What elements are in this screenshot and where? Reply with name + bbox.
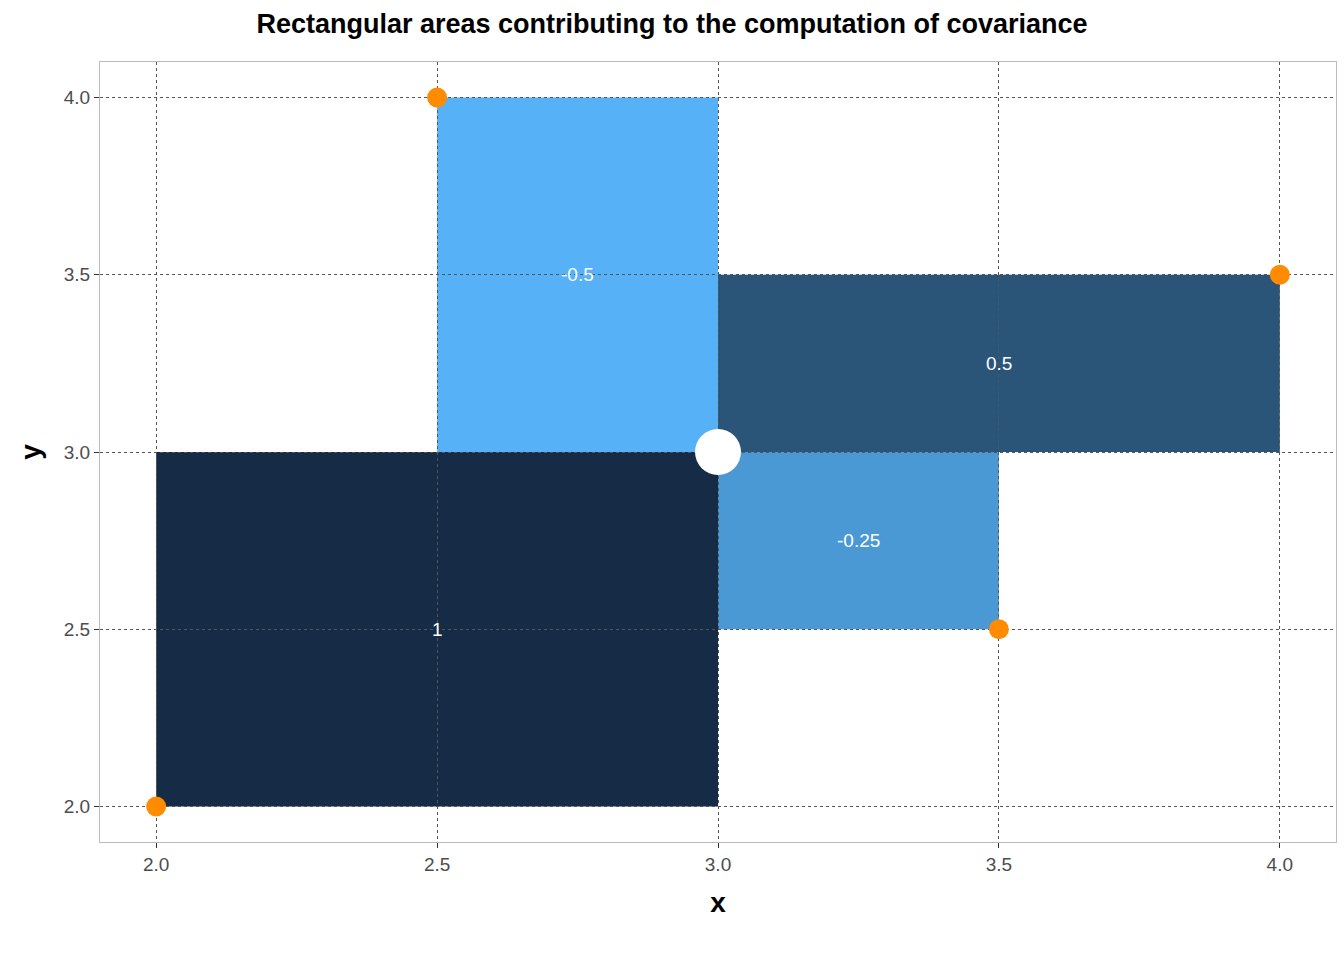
svg-text:0.5: 0.5 xyxy=(986,353,1012,374)
svg-text:4.0: 4.0 xyxy=(64,87,90,108)
svg-text:3.5: 3.5 xyxy=(986,854,1012,875)
svg-text:3.0: 3.0 xyxy=(705,854,731,875)
svg-text:2.0: 2.0 xyxy=(143,854,169,875)
svg-text:-0.5: -0.5 xyxy=(561,264,594,285)
svg-text:-0.25: -0.25 xyxy=(837,530,880,551)
svg-text:x: x xyxy=(710,887,726,918)
svg-text:3.5: 3.5 xyxy=(64,264,90,285)
svg-text:2.5: 2.5 xyxy=(64,619,90,640)
svg-text:1: 1 xyxy=(432,619,443,640)
svg-text:2.5: 2.5 xyxy=(424,854,450,875)
svg-text:2.0: 2.0 xyxy=(64,796,90,817)
svg-text:y: y xyxy=(15,444,46,460)
svg-text:Rectangular areas contributing: Rectangular areas contributing to the co… xyxy=(256,9,1087,39)
svg-text:4.0: 4.0 xyxy=(1267,854,1293,875)
svg-text:3.0: 3.0 xyxy=(64,442,90,463)
